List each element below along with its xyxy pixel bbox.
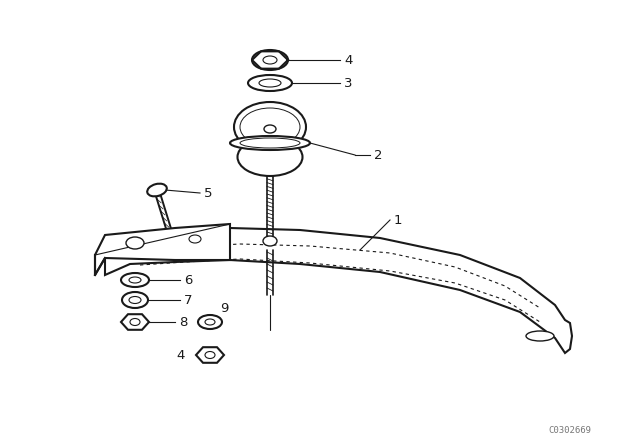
- Text: 4: 4: [344, 53, 353, 66]
- Text: 5: 5: [204, 186, 212, 199]
- Ellipse shape: [259, 79, 281, 87]
- Ellipse shape: [122, 292, 148, 308]
- Text: 2: 2: [374, 148, 383, 161]
- Ellipse shape: [252, 50, 288, 70]
- Text: 9: 9: [220, 302, 228, 314]
- Ellipse shape: [126, 237, 144, 249]
- Text: 7: 7: [184, 293, 193, 306]
- Ellipse shape: [198, 315, 222, 329]
- Text: C0302669: C0302669: [548, 426, 591, 435]
- Text: 1: 1: [394, 214, 403, 227]
- Ellipse shape: [526, 331, 554, 341]
- Text: 3: 3: [344, 77, 353, 90]
- Ellipse shape: [189, 235, 201, 243]
- Ellipse shape: [230, 136, 310, 150]
- Text: 4: 4: [177, 349, 185, 362]
- Polygon shape: [196, 347, 224, 363]
- Polygon shape: [95, 224, 230, 275]
- Ellipse shape: [248, 75, 292, 91]
- Ellipse shape: [129, 297, 141, 303]
- Polygon shape: [105, 228, 572, 353]
- Ellipse shape: [205, 319, 215, 325]
- Text: 6: 6: [184, 273, 193, 287]
- Ellipse shape: [234, 102, 306, 152]
- Text: 8: 8: [179, 315, 188, 328]
- Ellipse shape: [121, 273, 149, 287]
- Ellipse shape: [130, 319, 140, 326]
- Ellipse shape: [147, 184, 167, 196]
- Polygon shape: [121, 314, 149, 330]
- Ellipse shape: [205, 352, 215, 358]
- Ellipse shape: [237, 138, 303, 176]
- Ellipse shape: [263, 236, 277, 246]
- Ellipse shape: [129, 277, 141, 283]
- Ellipse shape: [264, 125, 276, 133]
- Ellipse shape: [263, 56, 277, 64]
